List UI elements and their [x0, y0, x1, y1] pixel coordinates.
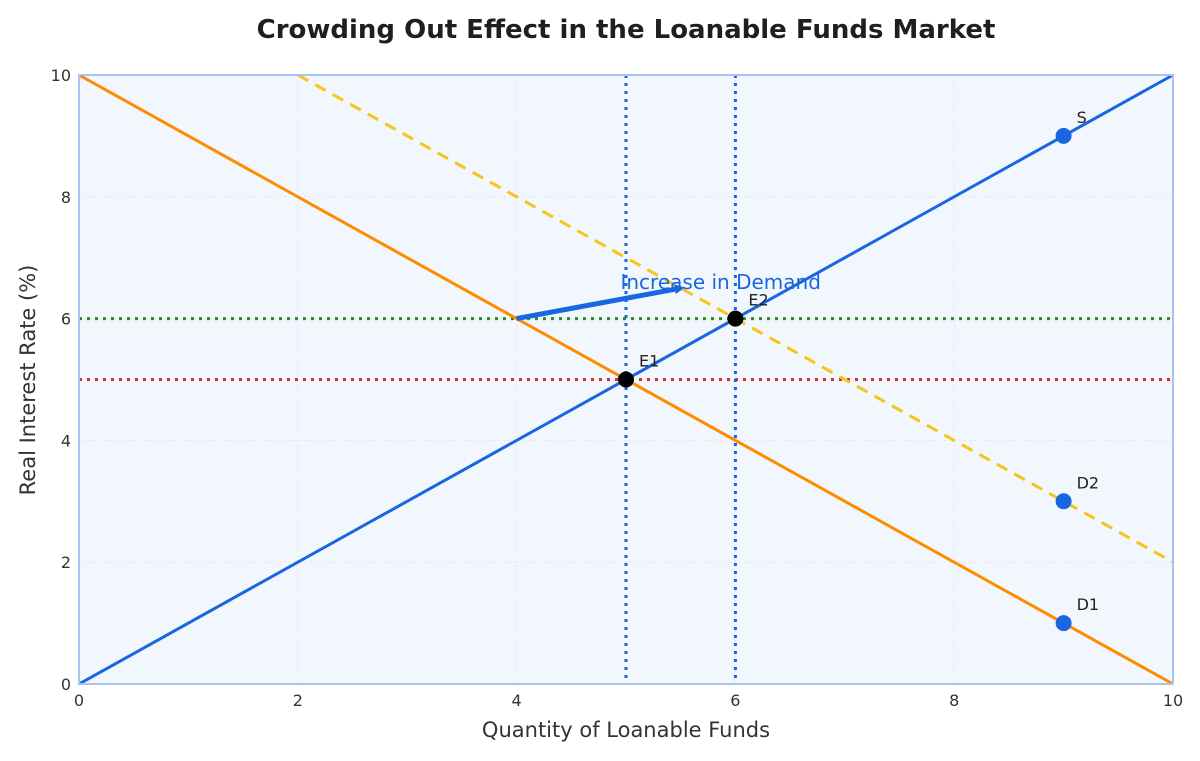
y-tick-label-2: 4: [61, 431, 71, 450]
x-ticks: 0 2 4 6 8 10: [74, 691, 1183, 710]
point-label-s: S: [1077, 108, 1087, 127]
y-ticks: 0 2 4 6 8 10: [51, 66, 71, 694]
point-s: [1055, 127, 1072, 144]
x-axis-label: Quantity of Loanable Funds: [482, 718, 770, 742]
point-e2: [727, 310, 744, 327]
x-tick-label-2: 4: [512, 691, 522, 710]
y-tick-label-0: 0: [61, 675, 71, 694]
point-label-d1: D1: [1077, 595, 1100, 614]
x-tick-label-1: 2: [293, 691, 303, 710]
annotations: Increase in Demand: [516, 270, 821, 322]
y-tick-label-5: 10: [51, 66, 71, 85]
chart-title: Crowding Out Effect in the Loanable Fund…: [257, 15, 996, 45]
y-tick-label-1: 2: [61, 553, 71, 572]
x-tick-label-4: 8: [949, 691, 959, 710]
points: E1 E2 S D2 D1: [618, 108, 1100, 632]
y-tick-label-4: 8: [61, 188, 71, 207]
annotation-arrow-0: [516, 284, 685, 322]
point-d2: [1055, 493, 1072, 510]
x-tick-label-5: 10: [1163, 691, 1183, 710]
point-label-e2: E2: [748, 291, 768, 310]
plot-frame: [78, 74, 1174, 685]
x-tick-label-3: 6: [730, 691, 740, 710]
y-axis-label: Real Interest Rate (%): [16, 265, 40, 496]
point-label-e1: E1: [639, 352, 659, 371]
point-e1: [618, 371, 634, 388]
point-label-d2: D2: [1077, 473, 1100, 492]
point-d1: [1055, 615, 1072, 632]
y-tick-label-3: 6: [61, 310, 71, 329]
x-tick-label-0: 0: [74, 691, 84, 710]
annotation-text-0: Increase in Demand: [620, 270, 820, 294]
